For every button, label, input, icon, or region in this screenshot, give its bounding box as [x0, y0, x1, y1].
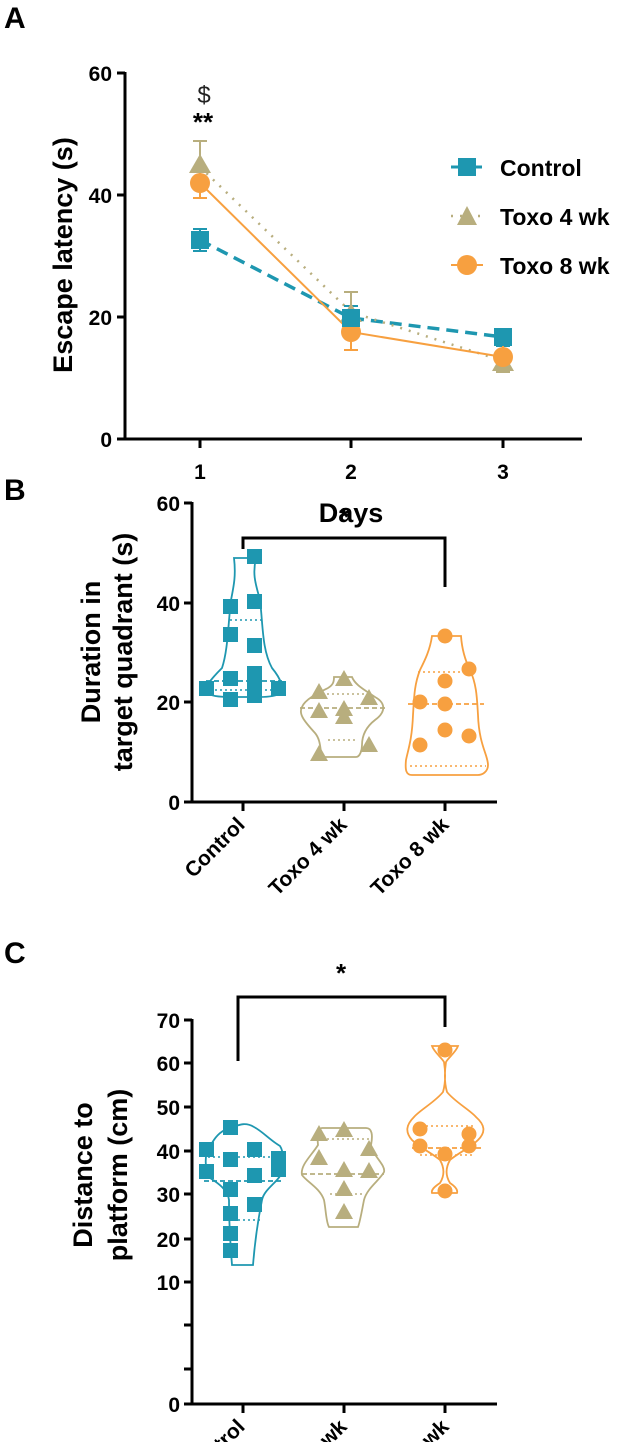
- svg-text:30: 30: [157, 1184, 180, 1207]
- significance-bracket: [241, 536, 447, 587]
- x-ticks: [241, 802, 447, 811]
- significance-bracket: [236, 995, 447, 1061]
- y-tick-label: 0: [100, 429, 112, 452]
- svg-text:Toxo 4 wk: Toxo 4 wk: [500, 204, 610, 230]
- svg-text:40: 40: [157, 1141, 180, 1164]
- panel-b: B 60 40 20 0 Control Toxo 4 wk Toxo 8 wk…: [4, 474, 497, 900]
- circle-marker-icon: [457, 255, 477, 275]
- square-marker-icon: [458, 158, 476, 176]
- y-tick-label: 20: [89, 307, 112, 330]
- panel-c: C 70 60 50 40 30 20 10 0 Co: [4, 937, 497, 1442]
- legend-item-toxo4: Toxo 4 wk: [451, 204, 610, 230]
- significance-stars: **: [193, 107, 214, 137]
- violin-toxo4: [300, 1121, 385, 1228]
- y-tick-label: 60: [89, 63, 112, 86]
- category-label: Control: [180, 813, 249, 882]
- x-ticks: 1 2 3: [194, 439, 509, 484]
- panel-a: A 60 40 20 0 1 2 3 Days Escape latency (…: [4, 2, 610, 528]
- y-axis-title: Escape latency (s): [48, 137, 78, 373]
- violin-control: [199, 1120, 286, 1266]
- svg-text:Control: Control: [500, 155, 582, 181]
- y-axis-title-line2: target quadrant (s): [108, 533, 138, 772]
- x-ticks: [241, 1404, 447, 1413]
- svg-text:0: 0: [168, 1394, 180, 1417]
- series-line-control: [199, 238, 504, 339]
- category-label: Control: [180, 1415, 249, 1442]
- y-ticks: 60 40 20 0: [89, 63, 125, 452]
- y-ticks: 70 60 50 40 30 20 10 0: [157, 1010, 192, 1417]
- svg-text:50: 50: [157, 1097, 180, 1120]
- violin-toxo8: [404, 628, 489, 776]
- svg-text:10: 10: [157, 1272, 180, 1295]
- legend: Control Toxo 4 wk Toxo 8 wk: [451, 155, 610, 279]
- svg-text:60: 60: [157, 1053, 180, 1076]
- x-axis-title: Days: [319, 498, 384, 528]
- category-label: Toxo 8 wk: [367, 813, 454, 900]
- violin-control: [199, 549, 286, 707]
- category-label: Toxo 4 wk: [265, 813, 352, 900]
- y-axis-title-line2: platform (cm): [103, 1089, 133, 1262]
- significance-dollar: $: [197, 82, 210, 109]
- significance-star: *: [336, 958, 347, 988]
- svg-text:40: 40: [157, 593, 180, 616]
- legend-item-control: Control: [451, 155, 582, 181]
- svg-text:60: 60: [157, 493, 180, 516]
- x-tick-label: 2: [345, 461, 357, 484]
- x-tick-label: 1: [194, 461, 206, 484]
- panel-b-label: B: [4, 474, 26, 507]
- x-tick-label: 3: [497, 461, 509, 484]
- category-label: Toxo 8 wk: [367, 1415, 454, 1442]
- violin-toxo8: [406, 1042, 485, 1199]
- y-axis-title-line1: Distance to: [68, 1102, 98, 1248]
- svg-text:20: 20: [157, 1229, 180, 1252]
- panel-a-label: A: [4, 2, 26, 35]
- legend-item-toxo8: Toxo 8 wk: [451, 253, 610, 279]
- triangle-marker-icon: [457, 206, 477, 225]
- y-axis-title-line1: Duration in: [76, 581, 106, 724]
- svg-text:20: 20: [157, 692, 180, 715]
- svg-text:0: 0: [168, 792, 180, 815]
- panel-c-label: C: [4, 937, 26, 970]
- significance-star: *: [339, 502, 350, 532]
- violin-toxo4: [300, 670, 385, 761]
- svg-text:70: 70: [157, 1010, 180, 1033]
- markers-control: [191, 231, 512, 346]
- series-line-toxo4: [199, 166, 504, 363]
- y-ticks: 60 40 20 0: [157, 493, 192, 815]
- svg-text:Toxo 8 wk: Toxo 8 wk: [500, 253, 610, 279]
- category-label: Toxo 4 wk: [265, 1415, 352, 1442]
- y-tick-label: 40: [89, 185, 112, 208]
